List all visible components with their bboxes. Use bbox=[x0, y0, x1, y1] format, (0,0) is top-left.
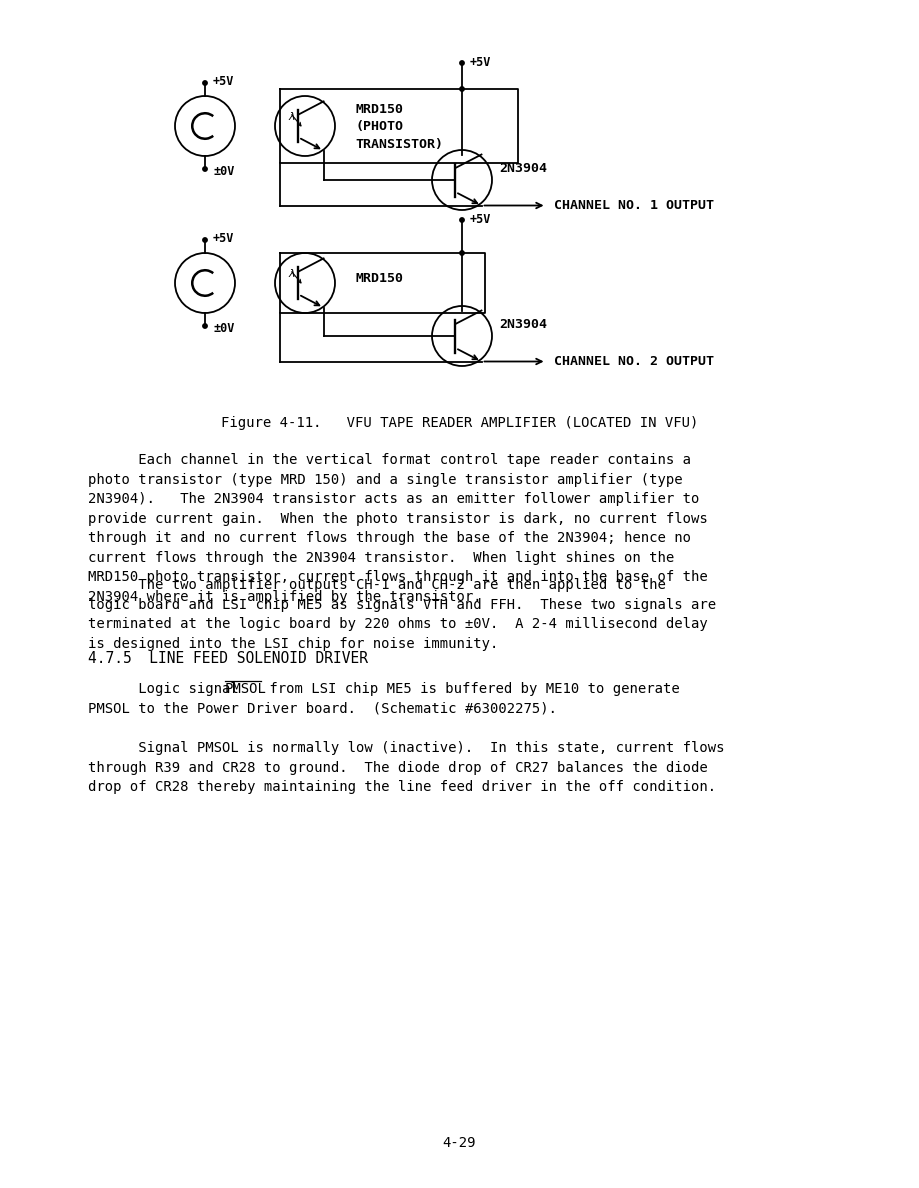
Circle shape bbox=[203, 81, 207, 86]
Circle shape bbox=[460, 251, 464, 255]
Text: Each channel in the vertical format control tape reader contains a: Each channel in the vertical format cont… bbox=[88, 453, 691, 467]
Text: The two amplifier outputs CH-1 and CH-2 are then applied to the: The two amplifier outputs CH-1 and CH-2 … bbox=[88, 579, 666, 592]
Text: λ: λ bbox=[289, 112, 295, 122]
Text: through R39 and CR28 to ground.  The diode drop of CR27 balances the diode: through R39 and CR28 to ground. The diod… bbox=[88, 760, 708, 775]
Text: MRD150: MRD150 bbox=[355, 102, 403, 115]
Text: CHANNEL NO. 1 OUTPUT: CHANNEL NO. 1 OUTPUT bbox=[553, 200, 713, 211]
Text: 2N3904: 2N3904 bbox=[499, 317, 547, 330]
Circle shape bbox=[460, 87, 464, 91]
Text: Logic signal: Logic signal bbox=[88, 682, 247, 696]
Circle shape bbox=[203, 166, 207, 171]
Text: through it and no current flows through the base of the 2N3904; hence no: through it and no current flows through … bbox=[88, 531, 691, 545]
Text: 2N3904).   The 2N3904 transistor acts as an emitter follower amplifier to: 2N3904). The 2N3904 transistor acts as a… bbox=[88, 492, 699, 506]
Text: 2N3904 where it is amplified by the transistor.: 2N3904 where it is amplified by the tran… bbox=[88, 589, 482, 604]
Text: Signal PMSOL is normally low (inactive).  In this state, current flows: Signal PMSOL is normally low (inactive).… bbox=[88, 741, 724, 756]
Text: from LSI chip ME5 is buffered by ME10 to generate: from LSI chip ME5 is buffered by ME10 to… bbox=[261, 682, 679, 696]
Text: 4-29: 4-29 bbox=[443, 1136, 476, 1150]
Circle shape bbox=[203, 324, 207, 328]
Text: 2N3904: 2N3904 bbox=[499, 162, 547, 175]
Text: current flows through the 2N3904 transistor.  When light shines on the: current flows through the 2N3904 transis… bbox=[88, 550, 675, 564]
Text: +5V: +5V bbox=[470, 213, 492, 226]
Text: CHANNEL NO. 2 OUTPUT: CHANNEL NO. 2 OUTPUT bbox=[553, 355, 713, 368]
Text: ±0V: ±0V bbox=[213, 322, 234, 335]
Text: is designed into the LSI chip for noise immunity.: is designed into the LSI chip for noise … bbox=[88, 637, 498, 651]
Text: MRD150: MRD150 bbox=[355, 272, 403, 284]
Circle shape bbox=[460, 61, 464, 65]
Text: +5V: +5V bbox=[470, 56, 492, 69]
Text: TRANSISTOR): TRANSISTOR) bbox=[355, 138, 443, 151]
Text: λ: λ bbox=[289, 268, 295, 279]
Text: ±0V: ±0V bbox=[213, 164, 234, 177]
Text: Figure 4-11.   VFU TAPE READER AMPLIFIER (LOCATED IN VFU): Figure 4-11. VFU TAPE READER AMPLIFIER (… bbox=[221, 416, 698, 430]
Text: drop of CR28 thereby maintaining the line feed driver in the off condition.: drop of CR28 thereby maintaining the lin… bbox=[88, 781, 716, 794]
Circle shape bbox=[460, 217, 464, 222]
Text: 4.7.5  LINE FEED SOLENOID DRIVER: 4.7.5 LINE FEED SOLENOID DRIVER bbox=[88, 651, 368, 666]
Text: +5V: +5V bbox=[213, 75, 234, 88]
Text: provide current gain.  When the photo transistor is dark, no current flows: provide current gain. When the photo tra… bbox=[88, 512, 708, 525]
Text: +5V: +5V bbox=[213, 232, 234, 245]
Text: logic board and LSI chip ME5 as signals VTH and FFH.  These two signals are: logic board and LSI chip ME5 as signals … bbox=[88, 598, 716, 612]
Text: terminated at the logic board by 220 ohms to ±0V.  A 2-4 millisecond delay: terminated at the logic board by 220 ohm… bbox=[88, 617, 708, 631]
Circle shape bbox=[203, 238, 207, 242]
Text: PMSOL to the Power Driver board.  (Schematic #63002275).: PMSOL to the Power Driver board. (Schema… bbox=[88, 701, 557, 715]
Text: photo transistor (type MRD 150) and a single transistor amplifier (type: photo transistor (type MRD 150) and a si… bbox=[88, 473, 683, 487]
Text: (PHOTO: (PHOTO bbox=[355, 120, 403, 133]
Text: MRD150 photo transistor, current flows through it and into the base of the: MRD150 photo transistor, current flows t… bbox=[88, 570, 708, 584]
Text: PMSOL: PMSOL bbox=[225, 682, 267, 696]
